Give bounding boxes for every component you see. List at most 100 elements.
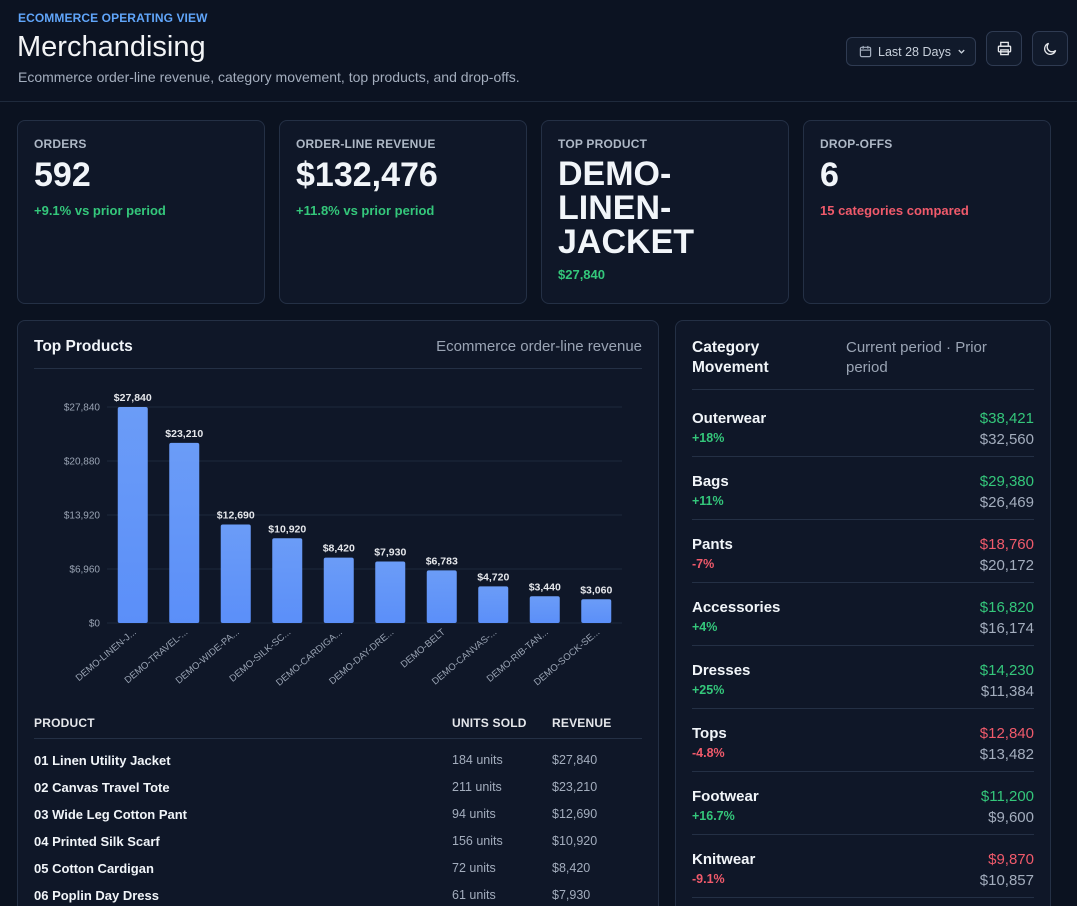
subtitle-line: period (846, 359, 888, 376)
top-products-bar-chart: $0 $6,960 $13,920 $20,880 $27,840 $27,840 DEMO… (64, 392, 622, 689)
revenue: $23,210 (552, 780, 598, 794)
kpi-delta: 15 categories compared (820, 203, 969, 218)
category-name: Bags (692, 473, 729, 490)
product-name: 01 Linen Utility Jacket (34, 753, 171, 768)
revenue: $12,690 (552, 807, 598, 821)
kpi-card-dropoffs: DROP-OFFS 6 15 categories compared (803, 120, 1051, 304)
bar[interactable] (581, 599, 612, 623)
bar-value-label: $12,690 (217, 510, 255, 522)
table-row[interactable]: 04 Printed Silk Scarf 156 units $10,920 (34, 834, 642, 861)
calendar-icon (859, 45, 872, 58)
revenue: $8,420 (552, 861, 591, 875)
y-tick-label: $13,920 (64, 511, 101, 522)
category-row-knitwear[interactable]: Knitwear -9.1% $9,870 $10,857 (692, 835, 1034, 898)
category-delta: +4% (692, 620, 718, 634)
bar-value-label: $6,783 (426, 555, 458, 567)
category-current: $14,230 (979, 662, 1034, 679)
category-movement-subtitle: Current period · Prior period (846, 338, 987, 378)
column-header-product: PRODUCT (34, 716, 95, 730)
theme-toggle-button[interactable] (1032, 31, 1068, 66)
category-prior: $16,174 (979, 620, 1034, 637)
revenue: $27,840 (552, 753, 598, 767)
category-name: Pants (692, 536, 733, 553)
top-products-subtitle: Ecommerce order-line revenue (436, 338, 642, 355)
page-header: ECOMMERCE OPERATING VIEW Merchandising E… (0, 0, 1077, 102)
product-name: 04 Printed Silk Scarf (34, 834, 160, 849)
category-prior: $9,600 (988, 809, 1034, 826)
category-current: $16,820 (979, 599, 1034, 616)
date-range-button[interactable]: Last 28 Days (846, 37, 976, 66)
category-prior: $26,469 (979, 494, 1034, 511)
product-name: 05 Cotton Cardigan (34, 861, 154, 876)
category-row-outerwear[interactable]: Outerwear +18% $38,421 $32,560 (692, 394, 1034, 457)
kpi-value-line: JACKET (558, 223, 695, 261)
x-tick-label: DEMO-BELT (399, 627, 448, 671)
units-sold: 156 units (452, 834, 503, 848)
bar[interactable] (323, 557, 354, 623)
kpi-value: 592 (34, 156, 91, 194)
title-line: Movement (692, 359, 769, 376)
table-row[interactable]: 01 Linen Utility Jacket 184 units $27,84… (34, 753, 642, 780)
category-delta: +11% (692, 494, 724, 508)
bar[interactable] (375, 561, 406, 623)
category-current: $12,840 (979, 725, 1034, 742)
category-row-footwear[interactable]: Footwear +16.7% $11,200 $9,600 (692, 772, 1034, 835)
bar[interactable] (220, 524, 251, 623)
category-delta: -4.8% (692, 746, 725, 760)
print-button[interactable] (986, 31, 1022, 66)
product-name: 02 Canvas Travel Tote (34, 780, 170, 795)
category-delta: -7% (692, 557, 715, 571)
category-prior: $32,560 (979, 431, 1034, 448)
category-name: Tops (692, 725, 727, 742)
bar[interactable] (169, 442, 200, 623)
kpi-label: ORDERS (34, 137, 87, 151)
category-movement-panel (675, 320, 1051, 906)
kpi-card-orders: ORDERS 592 +9.1% vs prior period (17, 120, 265, 304)
kpi-delta: $27,840 (558, 267, 605, 282)
y-tick-label: $27,840 (64, 403, 101, 414)
bar[interactable] (117, 407, 148, 623)
column-header-revenue: REVENUE (552, 716, 612, 730)
eyebrow-label: ECOMMERCE OPERATING VIEW (18, 11, 208, 25)
bar[interactable] (478, 586, 509, 623)
category-row-pants[interactable]: Pants -7% $18,760 $20,172 (692, 520, 1034, 583)
category-row-dresses[interactable]: Dresses +25% $14,230 $11,384 (692, 646, 1034, 709)
bar-value-label: $8,420 (323, 543, 355, 555)
table-row[interactable]: 03 Wide Leg Cotton Pant 94 units $12,690 (34, 807, 642, 834)
category-row-accessories[interactable]: Accessories +4% $16,820 $16,174 (692, 583, 1034, 646)
print-icon (997, 41, 1012, 56)
bar[interactable] (272, 538, 303, 623)
kpi-label: DROP-OFFS (820, 137, 893, 151)
page-title: Merchandising (17, 31, 206, 63)
chevron-down-icon (957, 47, 966, 56)
kpi-value: 6 (820, 156, 839, 194)
column-header-units: UNITS SOLD (452, 716, 527, 730)
units-sold: 211 units (452, 780, 502, 794)
kpi-card-top-product: TOP PRODUCT DEMO- LINEN- JACKET $27,840 (541, 120, 789, 304)
category-name: Accessories (692, 599, 781, 616)
table-row[interactable]: 02 Canvas Travel Tote 211 units $23,210 (34, 780, 642, 807)
category-row-tops[interactable]: Tops -4.8% $12,840 $13,482 (692, 709, 1034, 772)
units-sold: 94 units (452, 807, 496, 821)
top-products-title: Top Products (34, 338, 133, 355)
category-current: $38,421 (979, 410, 1034, 427)
bar-value-label: $4,720 (477, 571, 509, 583)
bar-value-label: $7,930 (374, 546, 406, 558)
kpi-value: DEMO- LINEN- JACKET (558, 157, 772, 259)
category-current: $11,200 (980, 788, 1034, 805)
category-prior: $11,384 (980, 683, 1034, 700)
category-row-bags[interactable]: Bags +11% $29,380 $26,469 (692, 457, 1034, 520)
moon-icon (1043, 41, 1058, 56)
category-prior: $20,172 (979, 557, 1034, 574)
table-row[interactable]: 06 Poplin Day Dress 61 units $7,930 (34, 888, 642, 906)
table-header-divider (34, 738, 642, 739)
bar[interactable] (529, 596, 560, 623)
category-name: Outerwear (692, 410, 767, 427)
product-name: 06 Poplin Day Dress (34, 888, 159, 903)
bar[interactable] (426, 570, 457, 623)
category-movement-title: Category Movement (692, 338, 769, 378)
kpi-label: ORDER-LINE REVENUE (296, 137, 436, 151)
table-row[interactable]: 05 Cotton Cardigan 72 units $8,420 (34, 861, 642, 888)
category-current: $9,870 (988, 851, 1034, 868)
units-sold: 72 units (452, 861, 496, 875)
